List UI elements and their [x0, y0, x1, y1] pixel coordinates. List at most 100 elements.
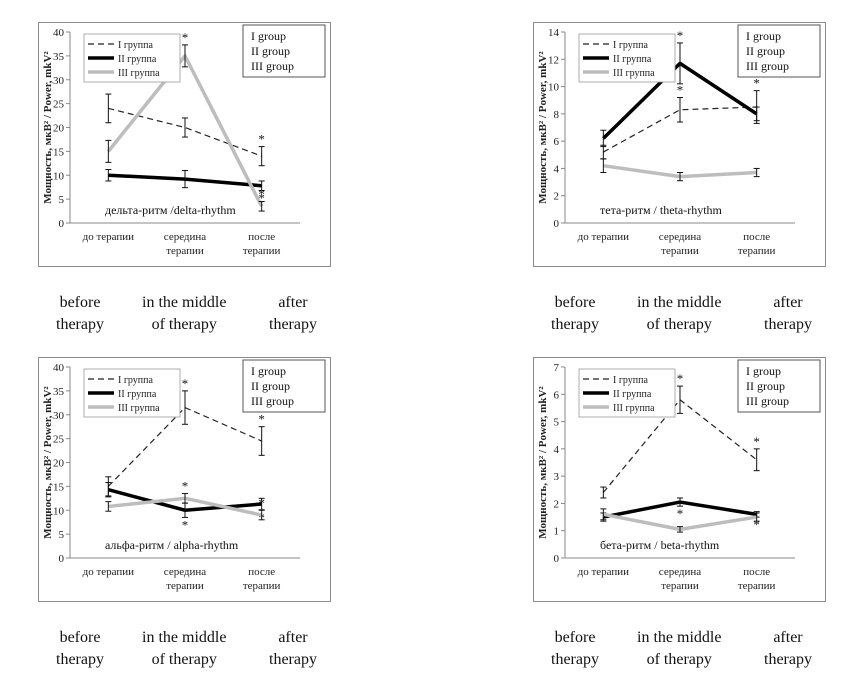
x-tick-label: терапии — [661, 245, 699, 257]
significance-star: * — [258, 187, 265, 202]
y-axis-label: Мощность, мкВ² / Power, mkV² — [42, 386, 54, 539]
legend-en-box — [242, 359, 326, 413]
x-tick-label: после — [743, 231, 770, 243]
chart-alpha: 0 5 10 15 20 25 30 35 40 Мощность, мкВ² / Power, … — [38, 357, 331, 602]
y-tick-label: 4 — [554, 444, 560, 456]
legend-label-en: I group — [251, 364, 286, 378]
x-tick-label: до терапии — [83, 231, 135, 243]
legend-label-en: I group — [746, 29, 781, 43]
english-category-label: before therapy — [56, 629, 104, 668]
legend-label-en: II group — [746, 44, 785, 58]
y-tick-label: 0 — [59, 218, 65, 230]
y-tick-label: 14 — [548, 27, 560, 39]
y-tick-label: 15 — [53, 146, 65, 158]
y-tick-label: 15 — [53, 481, 65, 493]
y-tick-label: 35 — [53, 51, 65, 63]
english-category-label: in the middle of therapy — [637, 294, 722, 333]
series-line-1 — [108, 107, 262, 157]
y-tick-label: 7 — [554, 362, 560, 374]
x-tick-label: до терапии — [83, 566, 135, 578]
legend-label-ru: III группа — [613, 403, 655, 414]
legend-label-en: III group — [746, 394, 789, 408]
x-tick-label: терапии — [661, 580, 699, 592]
rhythm-label: бета-ритм / beta-rhythm — [600, 538, 720, 552]
y-tick-label: 30 — [53, 410, 65, 422]
english-labels-delta: before therapy in the middle of therapy af… — [38, 292, 338, 352]
panel-delta: 0 5 10 15 20 25 30 35 40 Мощность, мкВ² / Power, … — [38, 22, 338, 352]
x-tick-label: терапии — [738, 580, 776, 592]
y-axis-label: Мощность, мкВ² / Power, mkV² — [537, 386, 549, 539]
x-tick-label: после — [248, 231, 275, 243]
rhythm-label: альфа-ритм / alpha-rhythm — [105, 538, 239, 552]
x-tick-label: середина — [164, 566, 207, 578]
significance-star: * — [677, 82, 684, 97]
y-tick-label: 10 — [548, 82, 560, 94]
panel-theta: 0 2 4 6 8 10 12 14 Мощность, мкВ² / Power, mkV² д… — [533, 22, 833, 352]
legend-label-en: II group — [251, 379, 290, 393]
chart-frame — [533, 357, 826, 602]
y-tick-label: 0 — [554, 218, 560, 230]
y-tick-label: 0 — [554, 553, 560, 565]
y-tick-label: 6 — [554, 136, 560, 148]
y-tick-label: 8 — [554, 109, 560, 121]
x-tick-label: после — [248, 566, 275, 578]
y-axis-label: Мощность, мкВ² / Power, mkV² — [42, 51, 54, 204]
significance-star: * — [753, 434, 760, 449]
y-tick-label: 12 — [548, 54, 559, 66]
x-tick-label: терапии — [166, 245, 204, 257]
legend-en-box — [737, 359, 821, 413]
panel-alpha: 0 5 10 15 20 25 30 35 40 Мощность, мкВ² / Power, … — [38, 357, 338, 687]
english-category-label: after therapy — [764, 294, 812, 333]
significance-star: * — [182, 479, 189, 494]
english-category-label: in the middle of therapy — [142, 294, 227, 333]
english-category-label: in the middle of therapy — [637, 629, 722, 668]
english-labels-theta: before therapy in the middle of therapy af… — [533, 292, 833, 352]
panel-beta: 0 1 2 3 4 5 6 7 Мощность, мкВ² / Power, mkV² до т… — [533, 357, 833, 687]
y-tick-label: 40 — [53, 362, 65, 374]
y-tick-label: 20 — [53, 123, 65, 135]
legend-label-ru: II группа — [613, 54, 652, 65]
legend-box — [83, 33, 181, 83]
legend-label-en: II group — [251, 44, 290, 58]
x-tick-label: терапии — [738, 245, 776, 257]
significance-star: * — [182, 30, 189, 45]
x-tick-label: терапии — [243, 245, 281, 257]
chart-frame — [533, 22, 826, 267]
y-tick-label: 10 — [53, 505, 65, 517]
y-tick-label: 10 — [53, 170, 65, 182]
significance-star: * — [182, 517, 189, 532]
legend-label-en: I group — [251, 29, 286, 43]
y-tick-label: 2 — [554, 191, 560, 203]
x-tick-label: после — [743, 566, 770, 578]
x-tick-label: до терапии — [578, 566, 630, 578]
legend-label-en: III group — [251, 59, 294, 73]
significance-star: * — [258, 132, 265, 147]
y-tick-label: 2 — [554, 498, 560, 510]
x-tick-label: середина — [659, 566, 702, 578]
y-tick-label: 30 — [53, 75, 65, 87]
y-tick-label: 20 — [53, 458, 65, 470]
y-tick-label: 4 — [554, 163, 560, 175]
chart-frame — [38, 357, 331, 602]
english-category-label: after therapy — [269, 629, 317, 668]
english-category-label: in the middle of therapy — [142, 629, 227, 668]
significance-star: * — [258, 412, 265, 427]
english-category-label: after therapy — [764, 629, 812, 668]
chart-beta: 0 1 2 3 4 5 6 7 Мощность, мкВ² / Power, mkV² до т… — [533, 357, 826, 602]
significance-star: * — [258, 495, 265, 510]
y-tick-label: 35 — [53, 386, 65, 398]
x-tick-label: середина — [164, 231, 207, 243]
y-tick-label: 0 — [59, 553, 65, 565]
rhythm-label: тета-ритм / theta-rhythm — [600, 203, 723, 217]
x-tick-label: до терапии — [578, 231, 630, 243]
chart-frame — [38, 22, 331, 267]
y-tick-label: 1 — [554, 526, 560, 538]
chart-delta: 0 5 10 15 20 25 30 35 40 Мощность, мкВ² / Power, … — [38, 22, 331, 267]
legend-label-en: I group — [746, 364, 781, 378]
legend-en-box — [737, 24, 821, 78]
legend-label-ru: II группа — [613, 389, 652, 400]
y-axis-label: Мощность, мкВ² / Power, mkV² — [537, 51, 549, 204]
legend-label-ru: III группа — [118, 68, 160, 79]
english-labels-beta: before therapy in the middle of therapy af… — [533, 627, 833, 687]
significance-star: * — [753, 76, 760, 91]
